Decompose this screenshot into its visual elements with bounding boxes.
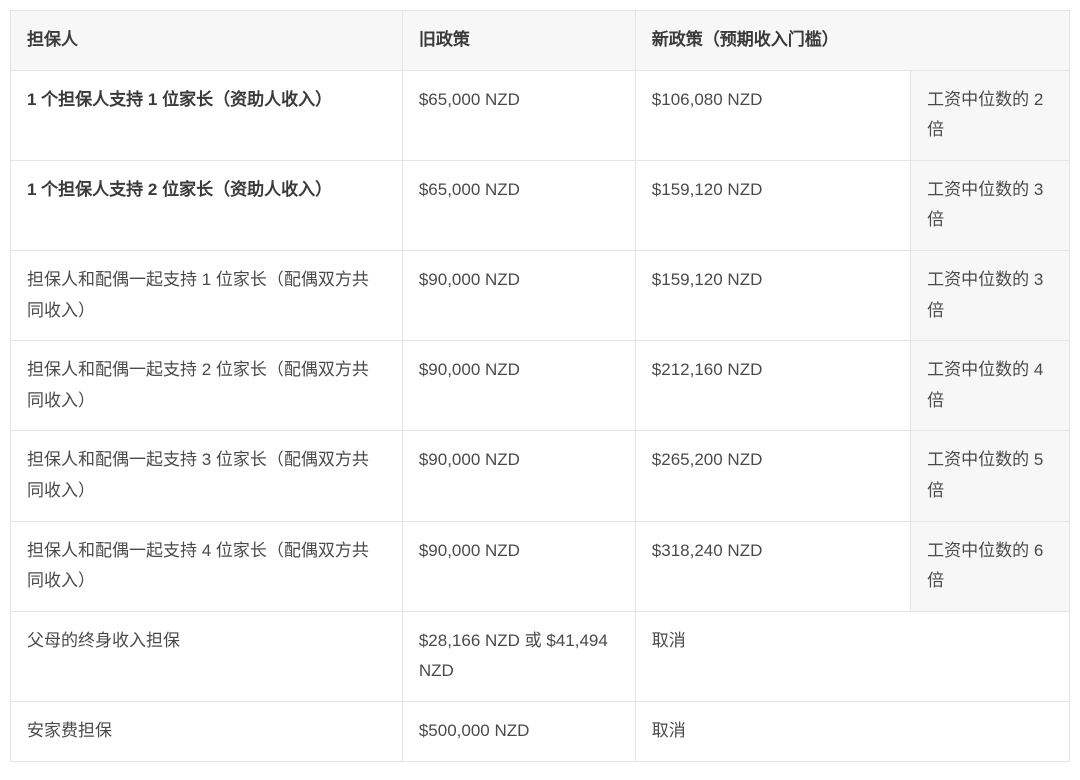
cell-sponsor: 1 个担保人支持 1 位家长（资助人收入） — [11, 70, 403, 160]
cell-old-policy: $65,000 NZD — [402, 70, 635, 160]
cell-new-policy: $159,120 NZD — [635, 160, 910, 250]
cell-multiplier: 工资中位数的 3 倍 — [911, 250, 1070, 340]
cell-new-policy: $159,120 NZD — [635, 250, 910, 340]
table-row: 父母的终身收入担保$28,166 NZD 或 $41,494 NZD取消 — [11, 611, 1070, 701]
sponsor-label: 1 个担保人支持 2 位家长（资助人收入） — [27, 180, 332, 199]
cell-old-policy: $90,000 NZD — [402, 431, 635, 521]
cell-new-policy: 取消 — [635, 701, 1069, 761]
cell-new-policy: $106,080 NZD — [635, 70, 910, 160]
cell-sponsor: 父母的终身收入担保 — [11, 611, 403, 701]
table-header: 担保人 旧政策 新政策（预期收入门槛） — [11, 11, 1070, 71]
policy-comparison-table: 担保人 旧政策 新政策（预期收入门槛） 1 个担保人支持 1 位家长（资助人收入… — [10, 10, 1070, 762]
cell-multiplier: 工资中位数的 2 倍 — [911, 70, 1070, 160]
cell-old-policy: $90,000 NZD — [402, 250, 635, 340]
cell-sponsor: 担保人和配偶一起支持 2 位家长（配偶双方共同收入） — [11, 341, 403, 431]
cell-multiplier: 工资中位数的 4 倍 — [911, 341, 1070, 431]
header-sponsor: 担保人 — [11, 11, 403, 71]
cell-old-policy: $500,000 NZD — [402, 701, 635, 761]
cell-new-policy: 取消 — [635, 611, 1069, 701]
cell-sponsor: 担保人和配偶一起支持 4 位家长（配偶双方共同收入） — [11, 521, 403, 611]
cell-old-policy: $28,166 NZD 或 $41,494 NZD — [402, 611, 635, 701]
header-old-policy: 旧政策 — [402, 11, 635, 71]
cell-sponsor: 安家费担保 — [11, 701, 403, 761]
table-row: 担保人和配偶一起支持 3 位家长（配偶双方共同收入）$90,000 NZD$26… — [11, 431, 1070, 521]
cell-new-policy: $265,200 NZD — [635, 431, 910, 521]
header-new-policy: 新政策（预期收入门槛） — [635, 11, 1069, 71]
cell-old-policy: $90,000 NZD — [402, 341, 635, 431]
cell-multiplier: 工资中位数的 5 倍 — [911, 431, 1070, 521]
table-row: 担保人和配偶一起支持 1 位家长（配偶双方共同收入）$90,000 NZD$15… — [11, 250, 1070, 340]
table-row: 担保人和配偶一起支持 4 位家长（配偶双方共同收入）$90,000 NZD$31… — [11, 521, 1070, 611]
header-row: 担保人 旧政策 新政策（预期收入门槛） — [11, 11, 1070, 71]
table-row: 担保人和配偶一起支持 2 位家长（配偶双方共同收入）$90,000 NZD$21… — [11, 341, 1070, 431]
cell-new-policy: $318,240 NZD — [635, 521, 910, 611]
cell-multiplier: 工资中位数的 3 倍 — [911, 160, 1070, 250]
table-row: 1 个担保人支持 1 位家长（资助人收入） $65,000 NZD$106,080… — [11, 70, 1070, 160]
table-row: 安家费担保$500,000 NZD取消 — [11, 701, 1070, 761]
cell-sponsor: 担保人和配偶一起支持 1 位家长（配偶双方共同收入） — [11, 250, 403, 340]
cell-old-policy: $90,000 NZD — [402, 521, 635, 611]
cell-old-policy: $65,000 NZD — [402, 160, 635, 250]
cell-multiplier: 工资中位数的 6 倍 — [911, 521, 1070, 611]
cell-sponsor: 担保人和配偶一起支持 3 位家长（配偶双方共同收入） — [11, 431, 403, 521]
cell-sponsor: 1 个担保人支持 2 位家长（资助人收入） — [11, 160, 403, 250]
table-body: 1 个担保人支持 1 位家长（资助人收入） $65,000 NZD$106,080… — [11, 70, 1070, 761]
cell-new-policy: $212,160 NZD — [635, 341, 910, 431]
sponsor-label: 1 个担保人支持 1 位家长（资助人收入） — [27, 90, 332, 109]
table-row: 1 个担保人支持 2 位家长（资助人收入） $65,000 NZD$159,120… — [11, 160, 1070, 250]
